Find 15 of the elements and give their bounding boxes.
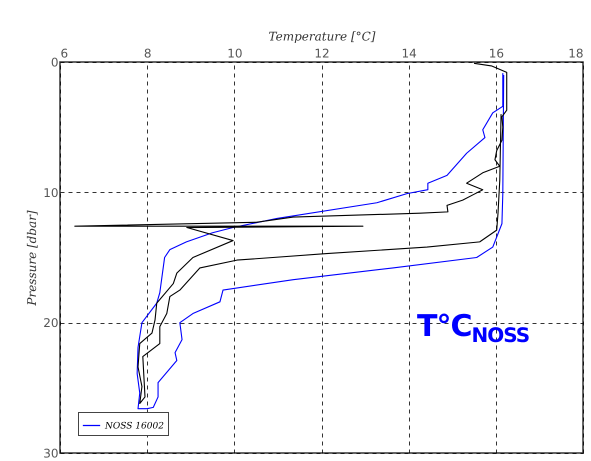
- x-tick-label: 12: [314, 46, 330, 60]
- x-tick-label: 16: [488, 46, 504, 60]
- y-tick-label: 10: [43, 186, 58, 200]
- y-tick-label: 30: [43, 446, 58, 460]
- annotation: T°C$_{NOSS}$: [417, 309, 530, 347]
- y-tick-label: 20: [43, 316, 58, 330]
- x-tick-label: 18: [568, 46, 584, 60]
- legend-label: NOSS 16002: [104, 422, 164, 432]
- y-axis-title: Pressure [dbar]: [25, 210, 40, 307]
- y-tick-label: 0: [50, 56, 58, 70]
- x-axis-title: Temperature [°C]: [268, 30, 376, 44]
- x-tick-label: 14: [402, 46, 417, 60]
- x-tick-label: 8: [144, 46, 152, 60]
- x-tick-label: 10: [227, 46, 242, 60]
- x-tick-label: 6: [60, 46, 68, 60]
